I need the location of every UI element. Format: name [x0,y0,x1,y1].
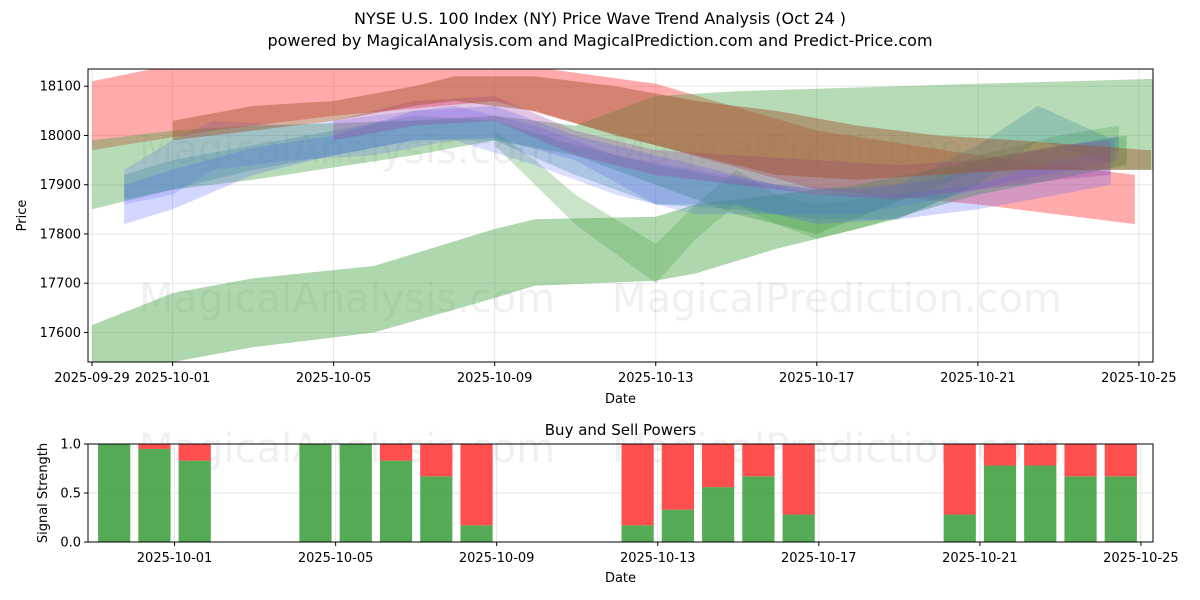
wave-band-blue [124,105,1119,215]
sell-bar [178,444,211,461]
x-tick-label: 2025-10-01 [135,371,211,386]
y-tick-label: 18000 [40,129,81,144]
y-tick-label: 17800 [40,227,81,242]
wave-band-brown [172,76,1152,180]
wave-band-blue [124,105,1111,225]
wave-band-green [494,125,1119,284]
buy-bar [661,509,694,542]
x-tick-label: 2025-10-21 [942,551,1018,566]
x-axis-label: Date [605,571,636,586]
wave-band-green [92,78,1153,234]
sell-bar [1064,444,1097,477]
buy-bar [702,487,735,542]
y-tick-label: 18100 [40,80,81,95]
y-tick-label: 0.5 [60,487,81,502]
buy-bar [621,525,654,542]
wave-band-red [92,69,1135,225]
buy-bar [299,444,332,542]
x-tick-label: 2025-10-05 [298,551,374,566]
watermark: MagicalPrediction.com [612,127,1062,173]
buy-bar [1104,476,1137,542]
sell-bar [943,444,976,515]
y-axis-label: Signal Strength [36,443,51,543]
x-tick-label: 2025-10-25 [1101,371,1177,386]
buy-bar [742,476,775,542]
buy-bar [460,525,493,542]
y-tick-label: 1.0 [60,438,81,453]
buy-bar [983,465,1017,542]
x-tick-label: 2025-10-13 [620,551,696,566]
y-axis-label: Price [15,200,30,232]
wave-band-teal [124,105,1115,220]
wave-band-purple [333,96,1111,200]
buy-bar [1064,476,1097,542]
sell-bar [742,444,775,477]
sell-bar [460,444,493,526]
x-axis-label: Date [605,392,636,407]
buy-bar [420,476,453,542]
sell-bar [1104,444,1137,477]
y-tick-label: 17900 [40,178,81,193]
signal-chart-title: Buy and Sell Powers [545,421,697,439]
watermark: MagicalAnalysis.com [139,127,555,173]
wave-band-green [92,135,1127,362]
x-tick-label: 2025-10-17 [779,371,855,386]
chart-subtitle: powered by MagicalAnalysis.com and Magic… [267,31,933,50]
sell-bar [983,444,1017,466]
sell-bar [138,444,171,449]
buy-bar [1024,465,1057,542]
x-tick-label: 2025-10-13 [618,371,694,386]
sell-bar [782,444,815,515]
buy-bar [339,444,372,542]
y-tick-label: 0.0 [60,536,81,551]
sell-bar [702,444,735,488]
buy-bar [178,460,211,542]
price-plot-frame [87,68,1154,363]
x-tick-label: 2025-10-17 [781,551,857,566]
sell-bar [379,444,413,461]
sell-bar [420,444,453,477]
buy-bar [98,444,131,542]
y-tick-label: 17600 [40,326,81,341]
sell-bar [1024,444,1057,466]
buy-bar [782,514,815,542]
x-tick-label: 2025-10-21 [940,371,1016,386]
x-tick-label: 2025-10-09 [459,551,535,566]
x-tick-label: 2025-10-25 [1103,551,1179,566]
x-tick-label: 2025-09-29 [54,371,130,386]
watermark: MagicalPrediction.com [612,276,1062,322]
buy-bar [379,460,413,542]
y-tick-label: 17700 [40,277,81,292]
x-tick-label: 2025-10-05 [296,371,372,386]
sell-bar [621,444,654,526]
x-tick-label: 2025-10-01 [137,551,213,566]
chart-title: NYSE U.S. 100 Index (NY) Price Wave Tren… [354,9,846,28]
buy-bar [943,514,976,542]
watermark: MagicalAnalysis.com [139,276,555,322]
sell-bar [661,444,694,510]
buy-bar [138,448,171,542]
x-tick-label: 2025-10-09 [457,371,533,386]
